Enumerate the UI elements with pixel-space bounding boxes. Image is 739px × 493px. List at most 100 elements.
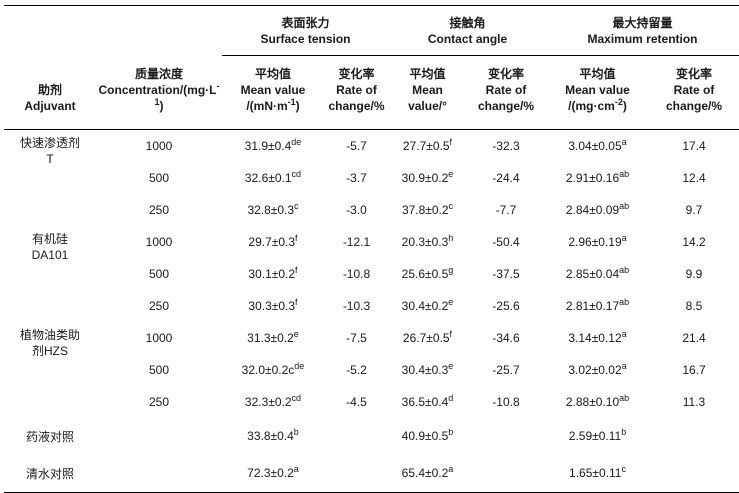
concentration-cell: 1000: [145, 330, 173, 345]
value-cell: -7.5: [346, 330, 367, 345]
value-cell: -7.7: [495, 202, 517, 217]
value-cell: -5.2: [346, 362, 367, 377]
table-row: 清水对照 72.3±0.2a 65.4±0.2a 1.65±0.11c: [4, 455, 739, 493]
value-cell: 72.3±0.2a: [247, 464, 299, 481]
table-row: 250 30.3±0.3f -10.3 30.4±0.2e -25.6 2.81±0.17…: [4, 290, 739, 322]
value-cell: 1.65±0.11c: [569, 464, 626, 481]
value-cell: -37.5: [492, 266, 520, 281]
value-cell: 37.8±0.2c: [401, 200, 454, 217]
value-cell: 3.02±0.02a: [568, 360, 627, 377]
col-header-st-mean: 平均值 Mean value/(mN·m-1): [222, 55, 324, 130]
value-cell: 40.9±0.5b: [401, 427, 454, 444]
table-row: 有机硅 DA101 1000 29.7±0.3f -12.1 20.3±0.3h -50.4…: [4, 226, 739, 262]
value-cell: 2.85±0.04ab: [565, 264, 630, 281]
value-cell: 29.7±0.3f: [248, 232, 298, 249]
value-cell: -3.7: [346, 170, 367, 185]
col-header-ca-rate: 变化率 Rate of change/%: [466, 55, 546, 130]
value-cell: -4.5: [346, 394, 367, 409]
value-cell: 11.3: [682, 394, 706, 409]
value-cell: 12.4: [682, 170, 706, 185]
value-cell: 32.6±0.1cd: [244, 168, 302, 185]
value-cell: 16.7: [682, 362, 706, 377]
value-cell: 31.3±0.2e: [247, 328, 299, 345]
value-cell: 9.7: [685, 202, 703, 217]
value-cell: 30.4±0.3e: [401, 360, 454, 377]
value-cell: -34.6: [492, 330, 520, 345]
col-header-ret-mean: 平均值 Mean value/(mg·cm-2): [546, 55, 649, 130]
value-cell: 2.91±0.16ab: [565, 168, 630, 185]
value-cell: 3.04±0.05a: [568, 136, 627, 153]
value-cell: 17.4: [682, 138, 706, 153]
value-cell: 2.81±0.17ab: [565, 296, 630, 313]
value-cell: -5.7: [346, 138, 367, 153]
table-row: 植物油类助 剂HZS 1000 31.3±0.2e -7.5 26.7±0.5f -34.6…: [4, 322, 739, 358]
table-row: 500 30.1±0.2f -10.8 25.6±0.5g -37.5 2.85±0.04…: [4, 258, 739, 290]
table-row: 快速渗透剂 T 1000 31.9±0.4de -5.7 27.7±0.5f -32.3 3.…: [4, 130, 739, 166]
sub-header-row: 平均值 Mean value/(mN·m-1) 变化率 Rate of change/…: [4, 55, 739, 130]
value-cell: 2.96±0.19a: [568, 232, 627, 249]
value-cell: 32.8±0.3c: [247, 200, 299, 217]
adjuvant-cell: 清水对照: [25, 466, 74, 481]
value-cell: 21.4: [682, 330, 706, 345]
col-header-concentration: 质量浓度 Concentration/(mg·L-1): [96, 5, 222, 130]
value-cell: 30.3±0.3f: [248, 296, 298, 313]
concentration-cell: 500: [148, 170, 170, 185]
value-cell: 2.84±0.09ab: [565, 200, 630, 217]
value-cell: [649, 418, 739, 455]
value-cell: 3.14±0.12a: [568, 328, 627, 345]
value-cell: 30.1±0.2f: [248, 264, 298, 281]
value-cell: -50.4: [492, 234, 520, 249]
value-cell: [324, 418, 389, 455]
adjuvant-cell: 药液对照: [25, 429, 74, 444]
col-header-adjuvant: 助剂 Adjuvant: [4, 5, 96, 130]
concentration-cell: 1000: [145, 234, 173, 249]
value-cell: -25.7: [492, 362, 520, 377]
concentration-cell: 250: [148, 394, 170, 409]
value-cell: -3.0: [346, 202, 367, 217]
value-cell: 25.6±0.5g: [401, 264, 454, 281]
value-cell: -25.6: [492, 298, 520, 313]
value-cell: 36.5±0.4d: [401, 392, 454, 409]
group-header-surface-tension: 表面张力 Surface tension: [222, 5, 389, 56]
table-row: 250 32.3±0.2cd -4.5 36.5±0.4d -10.8 2.88±0.10…: [4, 386, 739, 418]
value-cell: 32.3±0.2cd: [244, 392, 302, 409]
table-row: 500 32.0±0.2cde -5.2 30.4±0.3e -25.7 3.02±0.0…: [4, 354, 739, 386]
col-header-ret-rate: 变化率 Rate of change/%: [649, 55, 739, 130]
value-cell: -10.8: [492, 394, 520, 409]
value-cell: -12.1: [342, 234, 371, 249]
value-cell: 9.9: [685, 266, 703, 281]
table-body: 快速渗透剂 T 1000 31.9±0.4de -5.7 27.7±0.5f -32.3 3.…: [4, 130, 739, 493]
concentration-cell: [96, 418, 222, 455]
value-cell: 65.4±0.2a: [401, 464, 454, 481]
table-row: 药液对照 33.8±0.4b 40.9±0.5b 2.59±0.11b: [4, 418, 739, 455]
value-cell: -32.3: [492, 138, 520, 153]
value-cell: 2.59±0.11b: [568, 427, 627, 444]
value-cell: -10.3: [342, 298, 371, 313]
group-header-max-retention: 最大持留量 Maximum retention: [546, 5, 739, 56]
adjuvant-effects-table: 助剂 Adjuvant 质量浓度 Concentration/(mg·L-1) 表面…: [4, 5, 739, 493]
value-cell: 27.7±0.5f: [402, 136, 453, 153]
adjuvant-cell: 有机硅 DA101: [31, 232, 69, 262]
table-row: 250 32.8±0.3c -3.0 37.8±0.2c -7.7 2.84±0.09ab…: [4, 194, 739, 226]
value-cell: -24.4: [492, 170, 520, 185]
value-cell: 14.2: [682, 234, 706, 249]
table-header: 助剂 Adjuvant 质量浓度 Concentration/(mg·L-1) 表面…: [4, 5, 739, 130]
value-cell: 32.0±0.2cde: [241, 360, 305, 377]
adjuvant-cell: 快速渗透剂 T: [19, 136, 80, 166]
col-header-st-rate: 变化率 Rate of change/%: [324, 55, 389, 130]
concentration-cell: 250: [148, 298, 170, 313]
value-cell: 31.9±0.4de: [244, 136, 302, 153]
value-cell: 2.88±0.10ab: [565, 392, 630, 409]
group-header-contact-angle: 接触角 Contact angle: [389, 5, 546, 56]
value-cell: 33.8±0.4b: [247, 427, 299, 444]
concentration-cell: 500: [148, 362, 170, 377]
value-cell: 30.9±0.2e: [401, 168, 454, 185]
value-cell: [466, 418, 546, 455]
col-header-ca-mean: 平均值 Mean value/°: [389, 55, 466, 130]
value-cell: 8.5: [685, 298, 703, 313]
concentration-cell: 500: [148, 266, 170, 281]
concentration-cell: 250: [148, 202, 170, 217]
value-cell: 26.7±0.5f: [402, 328, 453, 345]
value-cell: 20.3±0.3h: [401, 232, 454, 249]
concentration-cell: 1000: [145, 138, 173, 153]
